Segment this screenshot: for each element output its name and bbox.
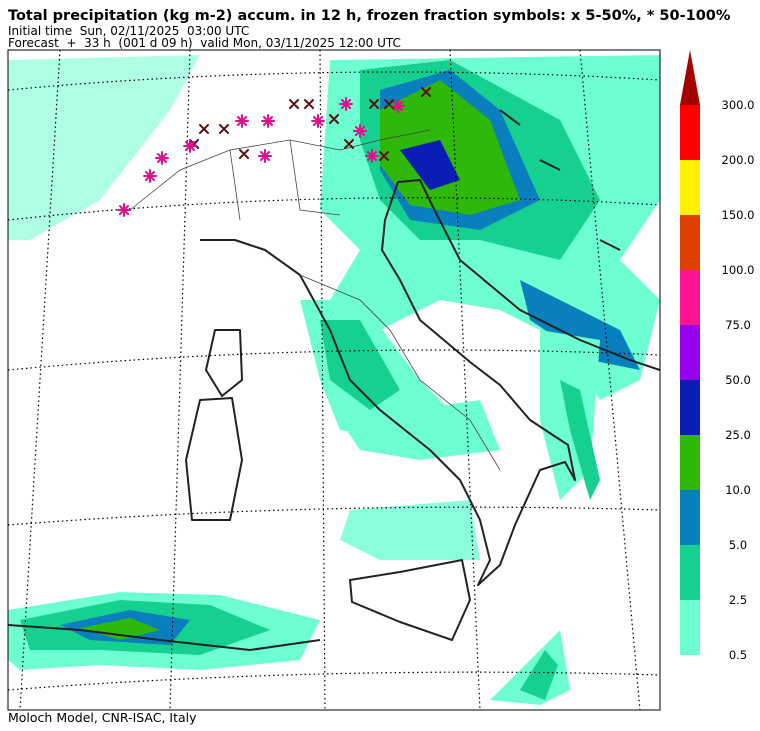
colorbar-label: 50.0	[725, 373, 751, 387]
colorbar-label: 75.0	[725, 318, 751, 332]
precipitation	[8, 55, 660, 705]
colorbar-label: 0.5	[729, 648, 747, 662]
colorbar-extension	[680, 50, 700, 105]
footer: Moloch Model, CNR-ISAC, Italy	[8, 710, 197, 725]
colorbar-label: 200.0	[722, 153, 755, 167]
colorbar-segment	[680, 270, 700, 325]
map-frame	[7, 49, 661, 711]
colorbar-segment	[680, 435, 700, 490]
colorbar-label: 100.0	[722, 263, 755, 277]
colorbar-segment	[680, 105, 700, 160]
colorbar-segment	[680, 545, 700, 600]
colorbar-segment	[680, 215, 700, 270]
colorbar-label: 10.0	[725, 483, 751, 497]
colorbar-label: 300.0	[722, 98, 755, 112]
borders	[129, 129, 501, 471]
forecast-time: Forecast + 33 h (001 d 09 h) valid Mon, …	[8, 36, 401, 50]
colorbar-label: 150.0	[722, 208, 755, 222]
colorbar-label: 2.5	[729, 593, 747, 607]
colorbar-segment	[680, 380, 700, 435]
initial-time: Initial time Sun, 02/11/2025 03:00 UTC	[8, 24, 250, 38]
colorbar-segment	[680, 600, 700, 655]
colorbar-label: 5.0	[729, 538, 747, 552]
colorbar-segment	[680, 325, 700, 380]
map-area	[8, 50, 660, 710]
title: Total precipitation (kg m-2) accum. in 1…	[8, 8, 731, 24]
colorbar-segment	[680, 160, 700, 215]
colorbar-label: 25.0	[725, 428, 751, 442]
colorbar: 0.5 2.5 5.0 10.0 25.0 50.0 75.0 100.0 150.0 200.0…	[680, 50, 754, 662]
graticule	[8, 50, 660, 710]
coastlines	[8, 109, 660, 651]
frozen-symbols	[117, 87, 431, 217]
colorbar-segment	[680, 490, 700, 545]
